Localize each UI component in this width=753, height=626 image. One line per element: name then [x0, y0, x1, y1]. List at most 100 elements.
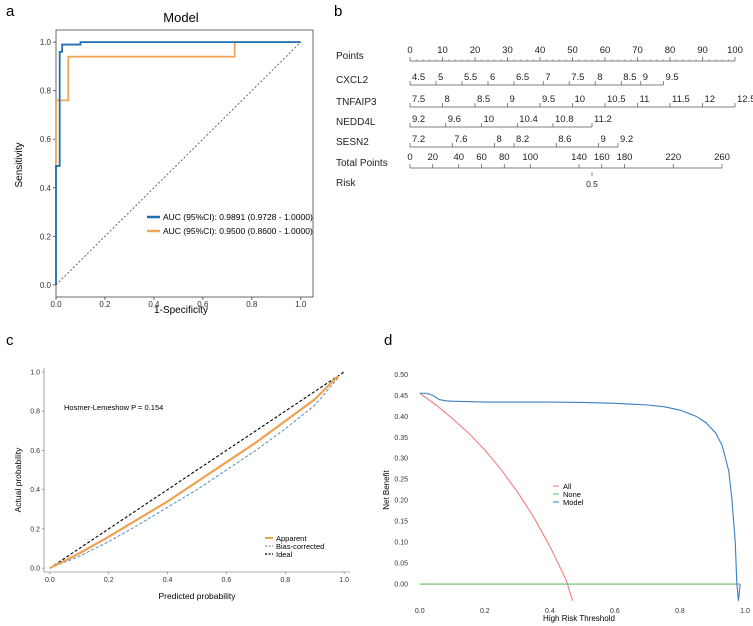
roc-series-line [55, 41, 301, 285]
dca-xtick-label: 0.0 [415, 608, 425, 615]
roc-ytick-label: 0.0 [40, 281, 52, 290]
nomogram-tick-label: 5 [438, 72, 443, 83]
cal-series-line [49, 375, 340, 570]
cal-xtick-label: 0.8 [280, 577, 290, 584]
cal-xtick-label: 0.2 [104, 577, 114, 584]
nomogram-tick-label: 11.2 [594, 114, 612, 125]
nomogram-tick-label: 20 [470, 45, 481, 56]
roc-reference-line [55, 41, 302, 286]
roc-xtick-label: 0.0 [50, 300, 62, 309]
cal-xtick-label: 0.6 [222, 577, 232, 584]
nomogram-tick-label: 9.5 [666, 72, 679, 83]
nomogram-tick-label: 40 [453, 152, 464, 163]
nomogram-tick-label: 9.5 [542, 94, 555, 105]
nomogram-tick-label: 90 [697, 45, 708, 56]
roc-ytick-label: 1.0 [40, 38, 52, 47]
cal-ytick-label: 1.0 [30, 369, 40, 376]
dca-ytick-label: 0.40 [394, 414, 408, 421]
nomogram-tick-label: 0 [407, 45, 412, 56]
dca-ytick-label: 0.15 [394, 519, 408, 526]
nomogram-tick-label: 8.6 [558, 134, 571, 145]
cal-annotation: Hosmer-Lemeshow P = 0.154 [64, 403, 163, 412]
dca-legend-text-3: Model [563, 498, 584, 507]
nomogram-tick-label: 6.5 [516, 72, 529, 83]
nomogram-tick-label: 220 [665, 152, 681, 163]
cal-xtick-label: 0.0 [45, 577, 55, 584]
nomogram-tick-label: 7.6 [454, 134, 467, 145]
dca-ytick-label: 0.35 [394, 435, 408, 442]
dca-ytick-label: 0.25 [394, 477, 408, 484]
nomogram-tick-label: 7.5 [571, 72, 584, 83]
nomogram-tick-label: 7.5 [412, 94, 425, 105]
roc-xtick-label: 1.0 [295, 300, 307, 309]
dca-ytick-label: 0.30 [394, 456, 408, 463]
nomogram-tick-label: 9.2 [620, 134, 633, 145]
nomogram-tick-label: 0.5 [586, 179, 598, 189]
panel-label-a: a [6, 3, 15, 20]
dca-ytick-label: 0.20 [394, 498, 408, 505]
nomogram-tick-label: 7 [545, 72, 550, 83]
nomogram-tick-label: 10 [484, 114, 495, 125]
dca-xtick-label: 0.6 [610, 608, 620, 615]
cal-series-line [49, 371, 345, 569]
dca-ytick-label: 0.50 [394, 372, 408, 379]
nomogram-tick-label: 6 [490, 72, 495, 83]
decision-curve-chart: High Risk Threshold Net Benefit 0.0 0.2 0.… [382, 366, 750, 623]
nomogram-tick-label: 80 [665, 45, 676, 56]
cal-ytick-label: 0.2 [30, 526, 40, 533]
nomogram-tick-label: 10.8 [555, 114, 574, 125]
nomogram-tick-label: 11 [640, 94, 650, 105]
nomogram-tick-label: 9 [601, 134, 606, 145]
nomogram-tick-label: 8 [445, 94, 450, 105]
nomogram-tick-label: 8 [497, 134, 502, 145]
nomogram-tick-label: 60 [600, 45, 611, 56]
cal-ytick-label: 0.6 [30, 448, 40, 455]
cal-xlabel: Predicted probability [158, 591, 236, 601]
nomogram-tick-label: 4.5 [412, 72, 425, 83]
nomogram-tick-label: 0 [407, 152, 412, 163]
roc-chart: Model 1-Specificity Sensitivity 0.0 0.2 0.… [14, 10, 314, 316]
cal-ytick-label: 0.0 [30, 566, 40, 573]
roc-title: Model [163, 10, 199, 25]
nomogram-row-label: SESN2 [336, 137, 369, 148]
dca-series-line [419, 392, 741, 601]
nomogram-tick-label: 10 [437, 45, 448, 56]
nomogram-tick-label: 100 [727, 45, 743, 56]
cal-xtick-label: 0.4 [163, 577, 173, 584]
roc-series-line [55, 41, 301, 285]
nomogram-row-label: NEDD4L [336, 117, 376, 128]
cal-series-line [49, 377, 339, 569]
nomogram-tick-label: 9.6 [448, 114, 461, 125]
nomogram-tick-label: 160 [594, 152, 610, 163]
nomogram-tick-label: 80 [499, 152, 510, 163]
nomogram-tick-label: 10.4 [519, 114, 538, 125]
roc-ytick-label: 0.4 [40, 184, 52, 193]
nomogram-tick-label: 260 [714, 152, 730, 163]
roc-ytick-label: 0.2 [40, 232, 52, 241]
cal-legend-text-2: Bias-corrected [276, 542, 324, 551]
cal-ylabel: Actual probability [13, 447, 23, 512]
roc-ylabel: Sensitivity [14, 142, 25, 187]
cal-legend-text-1: Apparent [276, 534, 307, 543]
dca-legend-text-1: All [563, 482, 572, 491]
panel-label-c: c [6, 332, 14, 349]
nomogram-tick-label: 9 [510, 94, 515, 105]
nomogram-row-label: Risk [336, 178, 356, 189]
dca-xtick-label: 0.4 [545, 608, 555, 615]
roc-ytick-label: 0.8 [40, 87, 52, 96]
dca-xlabel: High Risk Threshold [543, 614, 615, 623]
dca-ytick-label: 0.05 [394, 561, 408, 568]
roc-xtick-label: 0.4 [148, 300, 160, 309]
dca-plot-area [410, 366, 745, 605]
roc-xtick-label: 0.6 [197, 300, 209, 309]
dca-series-line [419, 392, 574, 601]
nomogram-tick-label: 7.2 [412, 134, 425, 145]
dca-xtick-label: 1.0 [740, 608, 750, 615]
roc-xtick-label: 0.8 [246, 300, 258, 309]
roc-ytick-label: 0.6 [40, 135, 52, 144]
nomogram-tick-label: 5.5 [464, 72, 477, 83]
roc-plot-frame [55, 29, 314, 298]
nomogram-tick-label: 8.5 [477, 94, 490, 105]
roc-xtick-label: 0.2 [99, 300, 111, 309]
